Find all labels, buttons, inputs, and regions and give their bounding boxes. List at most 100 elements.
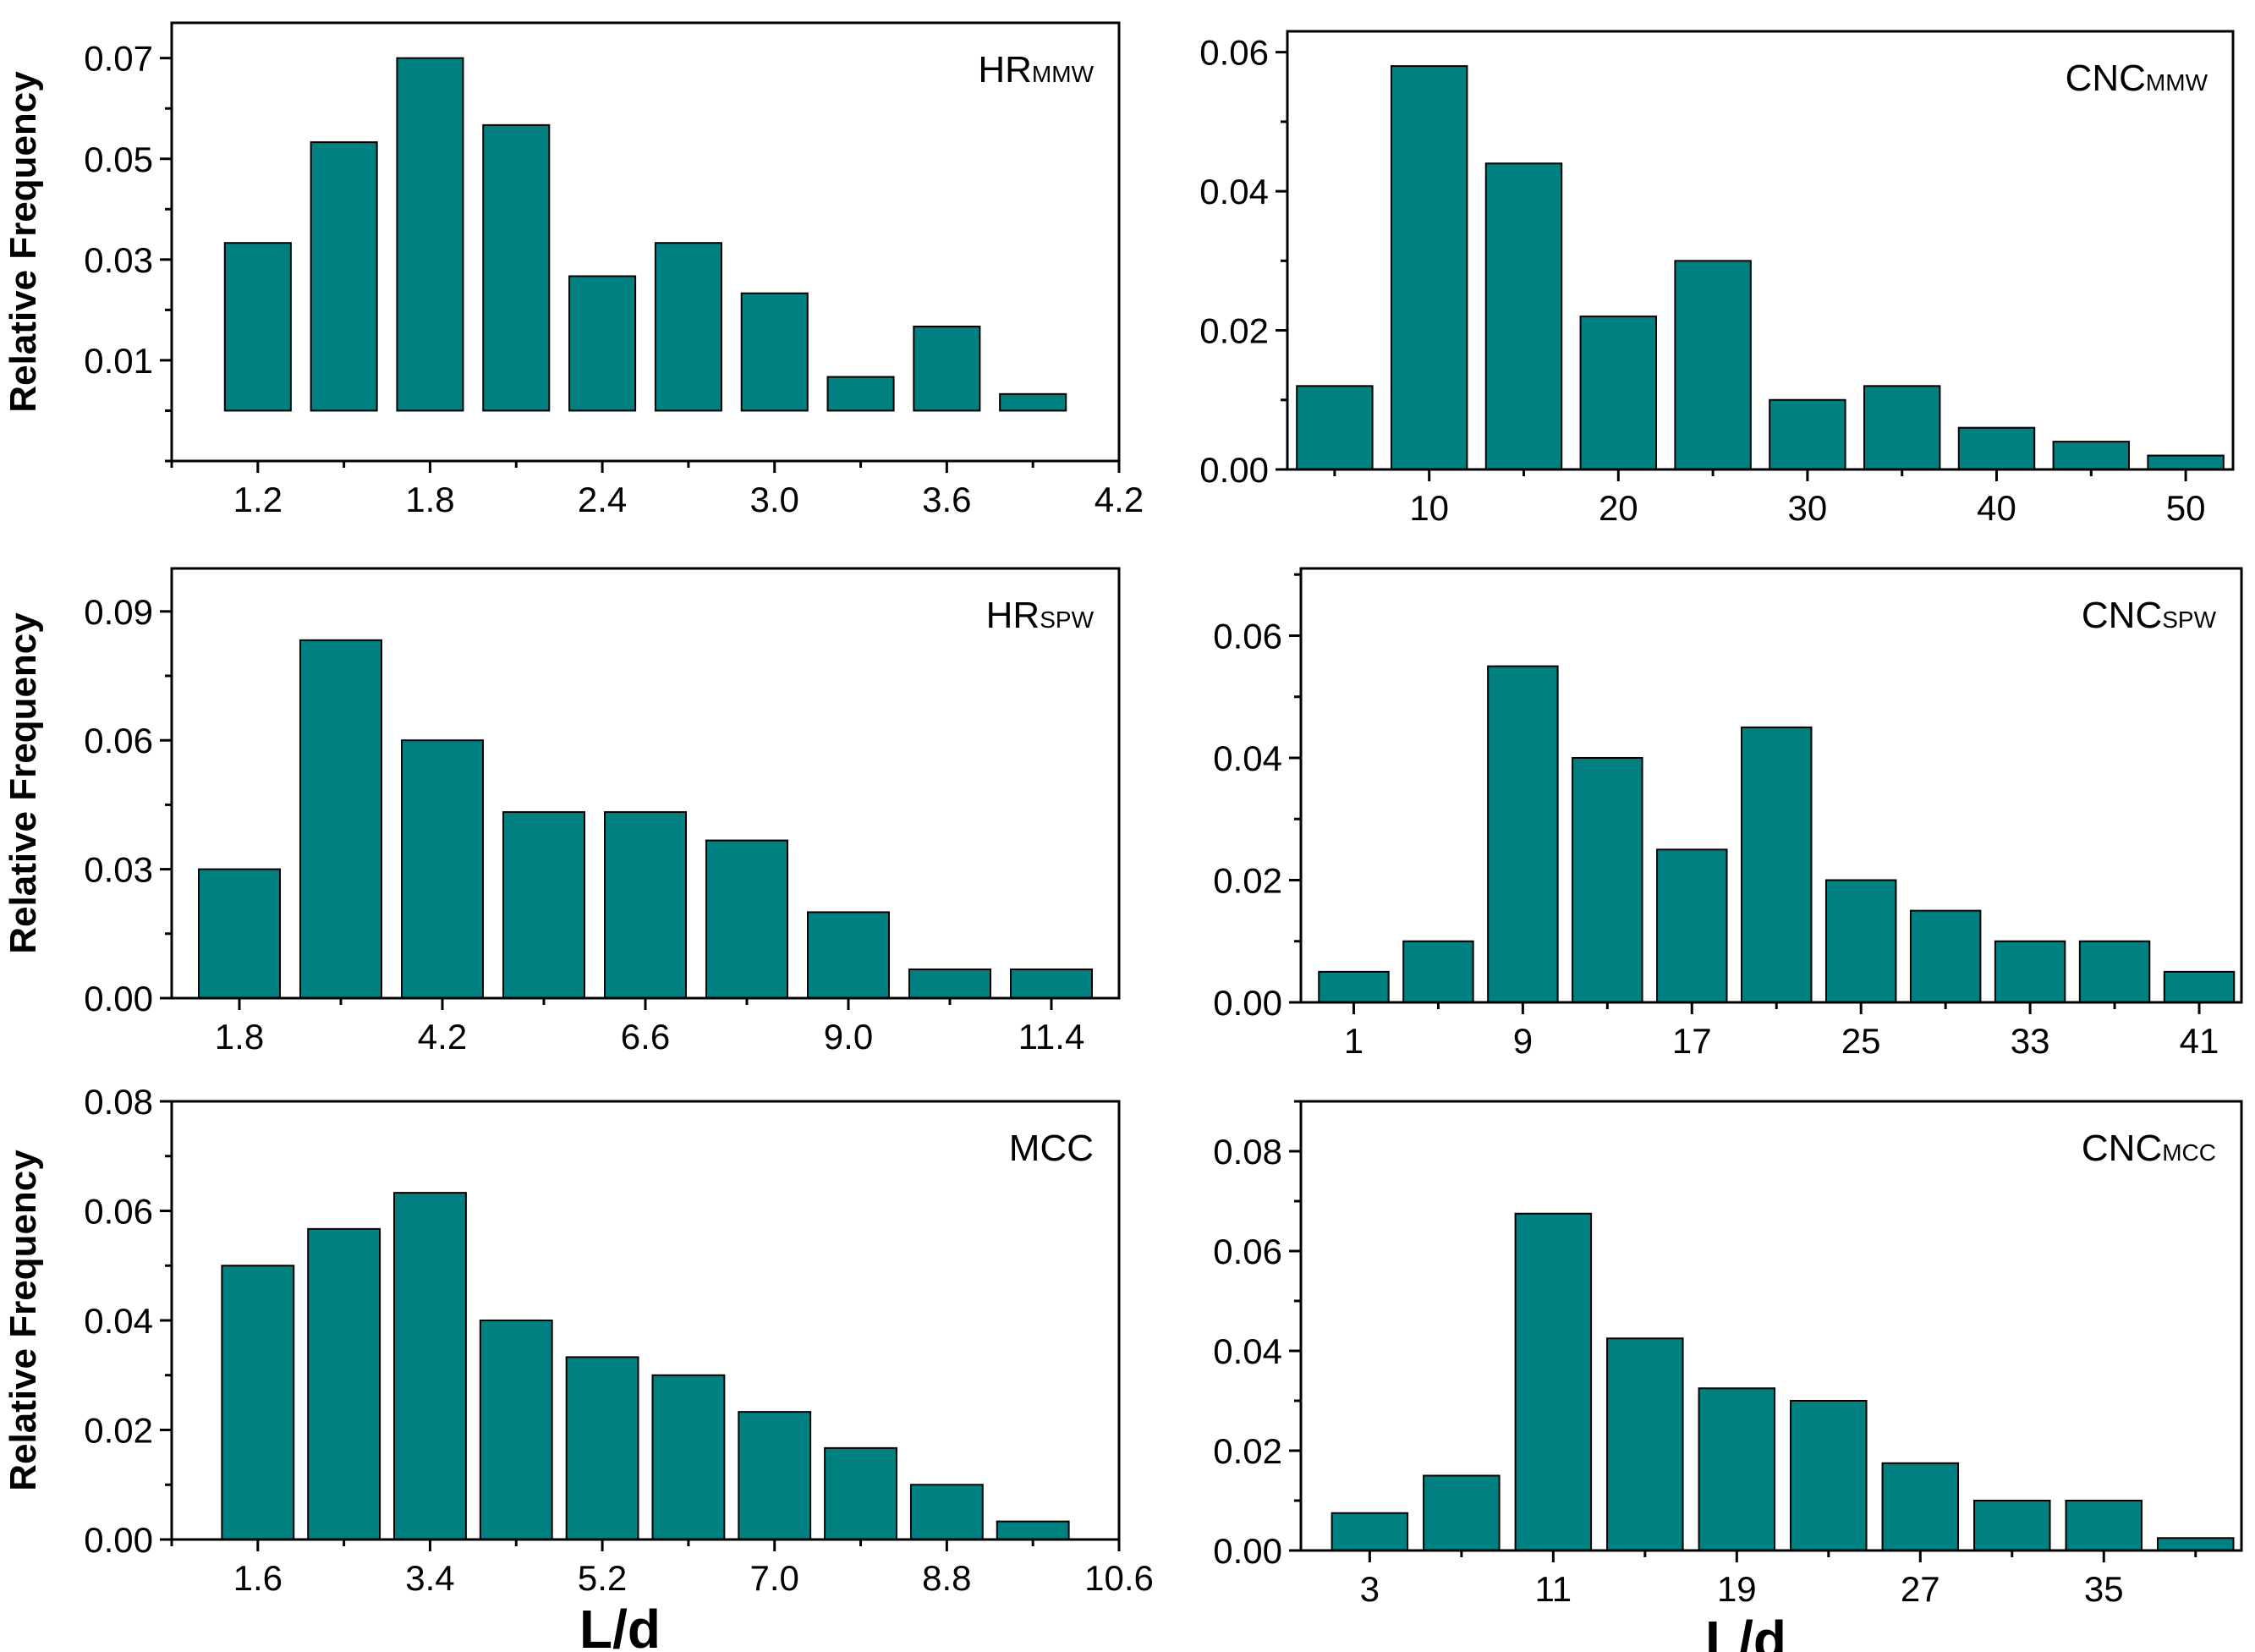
chart-hr-spw: 1.8 4.2 6.6 9.0 11.4 0.00 0.03 0.06 0.09 HRSPW Rel…: [3, 567, 1121, 1057]
bar: [654, 242, 722, 412]
plot-frame: [1299, 1100, 2243, 1552]
x-tick-label: 10: [1409, 488, 1449, 528]
y-tick-label: 0.04: [1213, 738, 1282, 778]
y-tick-label: 0.04: [1213, 1331, 1282, 1371]
x-tick-label: 6.6: [621, 1017, 670, 1057]
x-tick-label: 35: [2084, 1569, 2124, 1609]
chart-hr-mmw: 1.2 1.8 2.4 3.0 3.6 4.2 0.01 0.03 0.05 0.07 HRMMW R…: [3, 21, 1144, 519]
y-tick-label: 0.04: [1199, 172, 1269, 211]
y-tick-label: 0.02: [1213, 1431, 1282, 1471]
x-tick-label: 4.2: [418, 1017, 467, 1057]
x-tick-label: 10.6: [1084, 1558, 1154, 1598]
bar: [479, 1320, 553, 1540]
bar: [738, 1411, 812, 1540]
x-tick-label: 5.2: [578, 1558, 627, 1598]
plot-title: HRMMW: [978, 49, 1094, 91]
chart-cnc-mcc: 3 11 19 27 35 0.00 0.02 0.04 0.06 0.08 CNCMCC L/d: [1213, 1100, 2243, 1652]
y-tick-label: 0.06: [1213, 1232, 1282, 1271]
x-tick-label: 4.2: [1095, 480, 1144, 519]
chart-cnc-spw: 1 9 17 25 33 41 0.00 0.02 0.04 0.06 CNCSPW: [1213, 567, 2243, 1061]
bar: [651, 1374, 726, 1540]
x-tick-label: 20: [1599, 488, 1638, 528]
plot-title-sub: MCC: [2162, 1139, 2216, 1166]
y-tick-label: 0.06: [1199, 33, 1269, 73]
y-tick-label: 0.08: [84, 1082, 153, 1122]
plot-title-main: HR: [986, 595, 1040, 636]
x-tick-label: 1.8: [215, 1017, 264, 1057]
bar: [1402, 940, 1474, 1003]
bar: [705, 839, 788, 1000]
x-tick-label: 3.4: [405, 1558, 454, 1598]
plot-title-sub: SPW: [1040, 606, 1094, 633]
bar: [2157, 1537, 2235, 1551]
x-tick-label: 9: [1513, 1021, 1533, 1061]
plot-title-main: MCC: [1009, 1128, 1094, 1169]
y-tick-label: 0.01: [84, 341, 153, 381]
plot-title: CNCMMW: [2066, 58, 2208, 99]
bar: [299, 639, 382, 999]
plot-title-main: HR: [978, 49, 1032, 91]
y-axis-label: Relative Frequency: [3, 612, 44, 954]
bar: [1572, 756, 1643, 1003]
x-tick-label: 3.0: [750, 480, 799, 519]
bar: [2078, 940, 2151, 1003]
x-tick-label: 3.6: [922, 480, 971, 519]
x-tick-label: 7.0: [750, 1558, 799, 1598]
bar: [999, 392, 1067, 412]
bar: [909, 1484, 984, 1540]
bar: [2147, 454, 2225, 470]
x-tick-label: 50: [2166, 488, 2206, 528]
y-tick-label: 0.06: [84, 1192, 153, 1232]
y-axis-label: Relative Frequency: [3, 71, 44, 413]
bar: [1423, 1474, 1501, 1551]
bar: [565, 1356, 639, 1540]
x-tick-label: 27: [1901, 1569, 1940, 1609]
plot-title: CNCMCC: [2082, 1128, 2216, 1169]
y-tick-label: 0.05: [84, 140, 153, 179]
bar: [1296, 385, 1374, 471]
bar: [1010, 968, 1093, 999]
bar: [740, 292, 809, 412]
plot-title-main: CNC: [2082, 595, 2162, 636]
bar: [1824, 879, 1897, 1003]
plot-title-sub: SPW: [2162, 606, 2216, 633]
bar: [1994, 940, 2066, 1003]
plot-frame: [170, 21, 1121, 463]
plot-title: CNCSPW: [2082, 595, 2217, 636]
y-tick-label: 0.09: [84, 592, 153, 632]
y-tick-label: 0.00: [1213, 1531, 1282, 1571]
y-axis-label: Relative Frequency: [3, 1150, 44, 1491]
y-tick-label: 0.02: [84, 1411, 153, 1451]
bar: [393, 1192, 467, 1540]
bar: [1390, 65, 1468, 470]
x-tick-label: 40: [1977, 488, 2016, 528]
bar: [908, 968, 991, 999]
bar: [1514, 1212, 1593, 1551]
bar: [401, 739, 484, 999]
x-tick-label: 25: [1841, 1021, 1881, 1061]
bar: [1909, 909, 1982, 1004]
x-tick-label: 1: [1344, 1021, 1363, 1061]
y-tick-label: 0.08: [1213, 1132, 1282, 1172]
y-tick-label: 0.02: [1199, 311, 1269, 351]
x-axis-label: L/d: [579, 1599, 661, 1652]
bar: [824, 1446, 897, 1541]
x-tick-label: 11: [1535, 1569, 1572, 1609]
bar: [198, 868, 281, 999]
bar: [307, 1227, 381, 1541]
y-tick-label: 0.04: [84, 1301, 153, 1341]
bar: [1698, 1387, 1776, 1551]
bar: [807, 911, 890, 1000]
x-tick-label: 1.8: [405, 480, 454, 519]
bar: [1487, 665, 1559, 1004]
y-tick-label: 0.00: [1199, 450, 1269, 490]
y-tick-label: 0.03: [84, 850, 153, 890]
bar: [1318, 970, 1390, 1004]
plot-title-sub: MMW: [2146, 69, 2208, 96]
bar: [1790, 1400, 1868, 1551]
x-tick-label: 1.2: [233, 480, 283, 519]
bar: [502, 811, 585, 1000]
bar: [1606, 1337, 1684, 1551]
plot-title-main: CNC: [2066, 58, 2146, 99]
